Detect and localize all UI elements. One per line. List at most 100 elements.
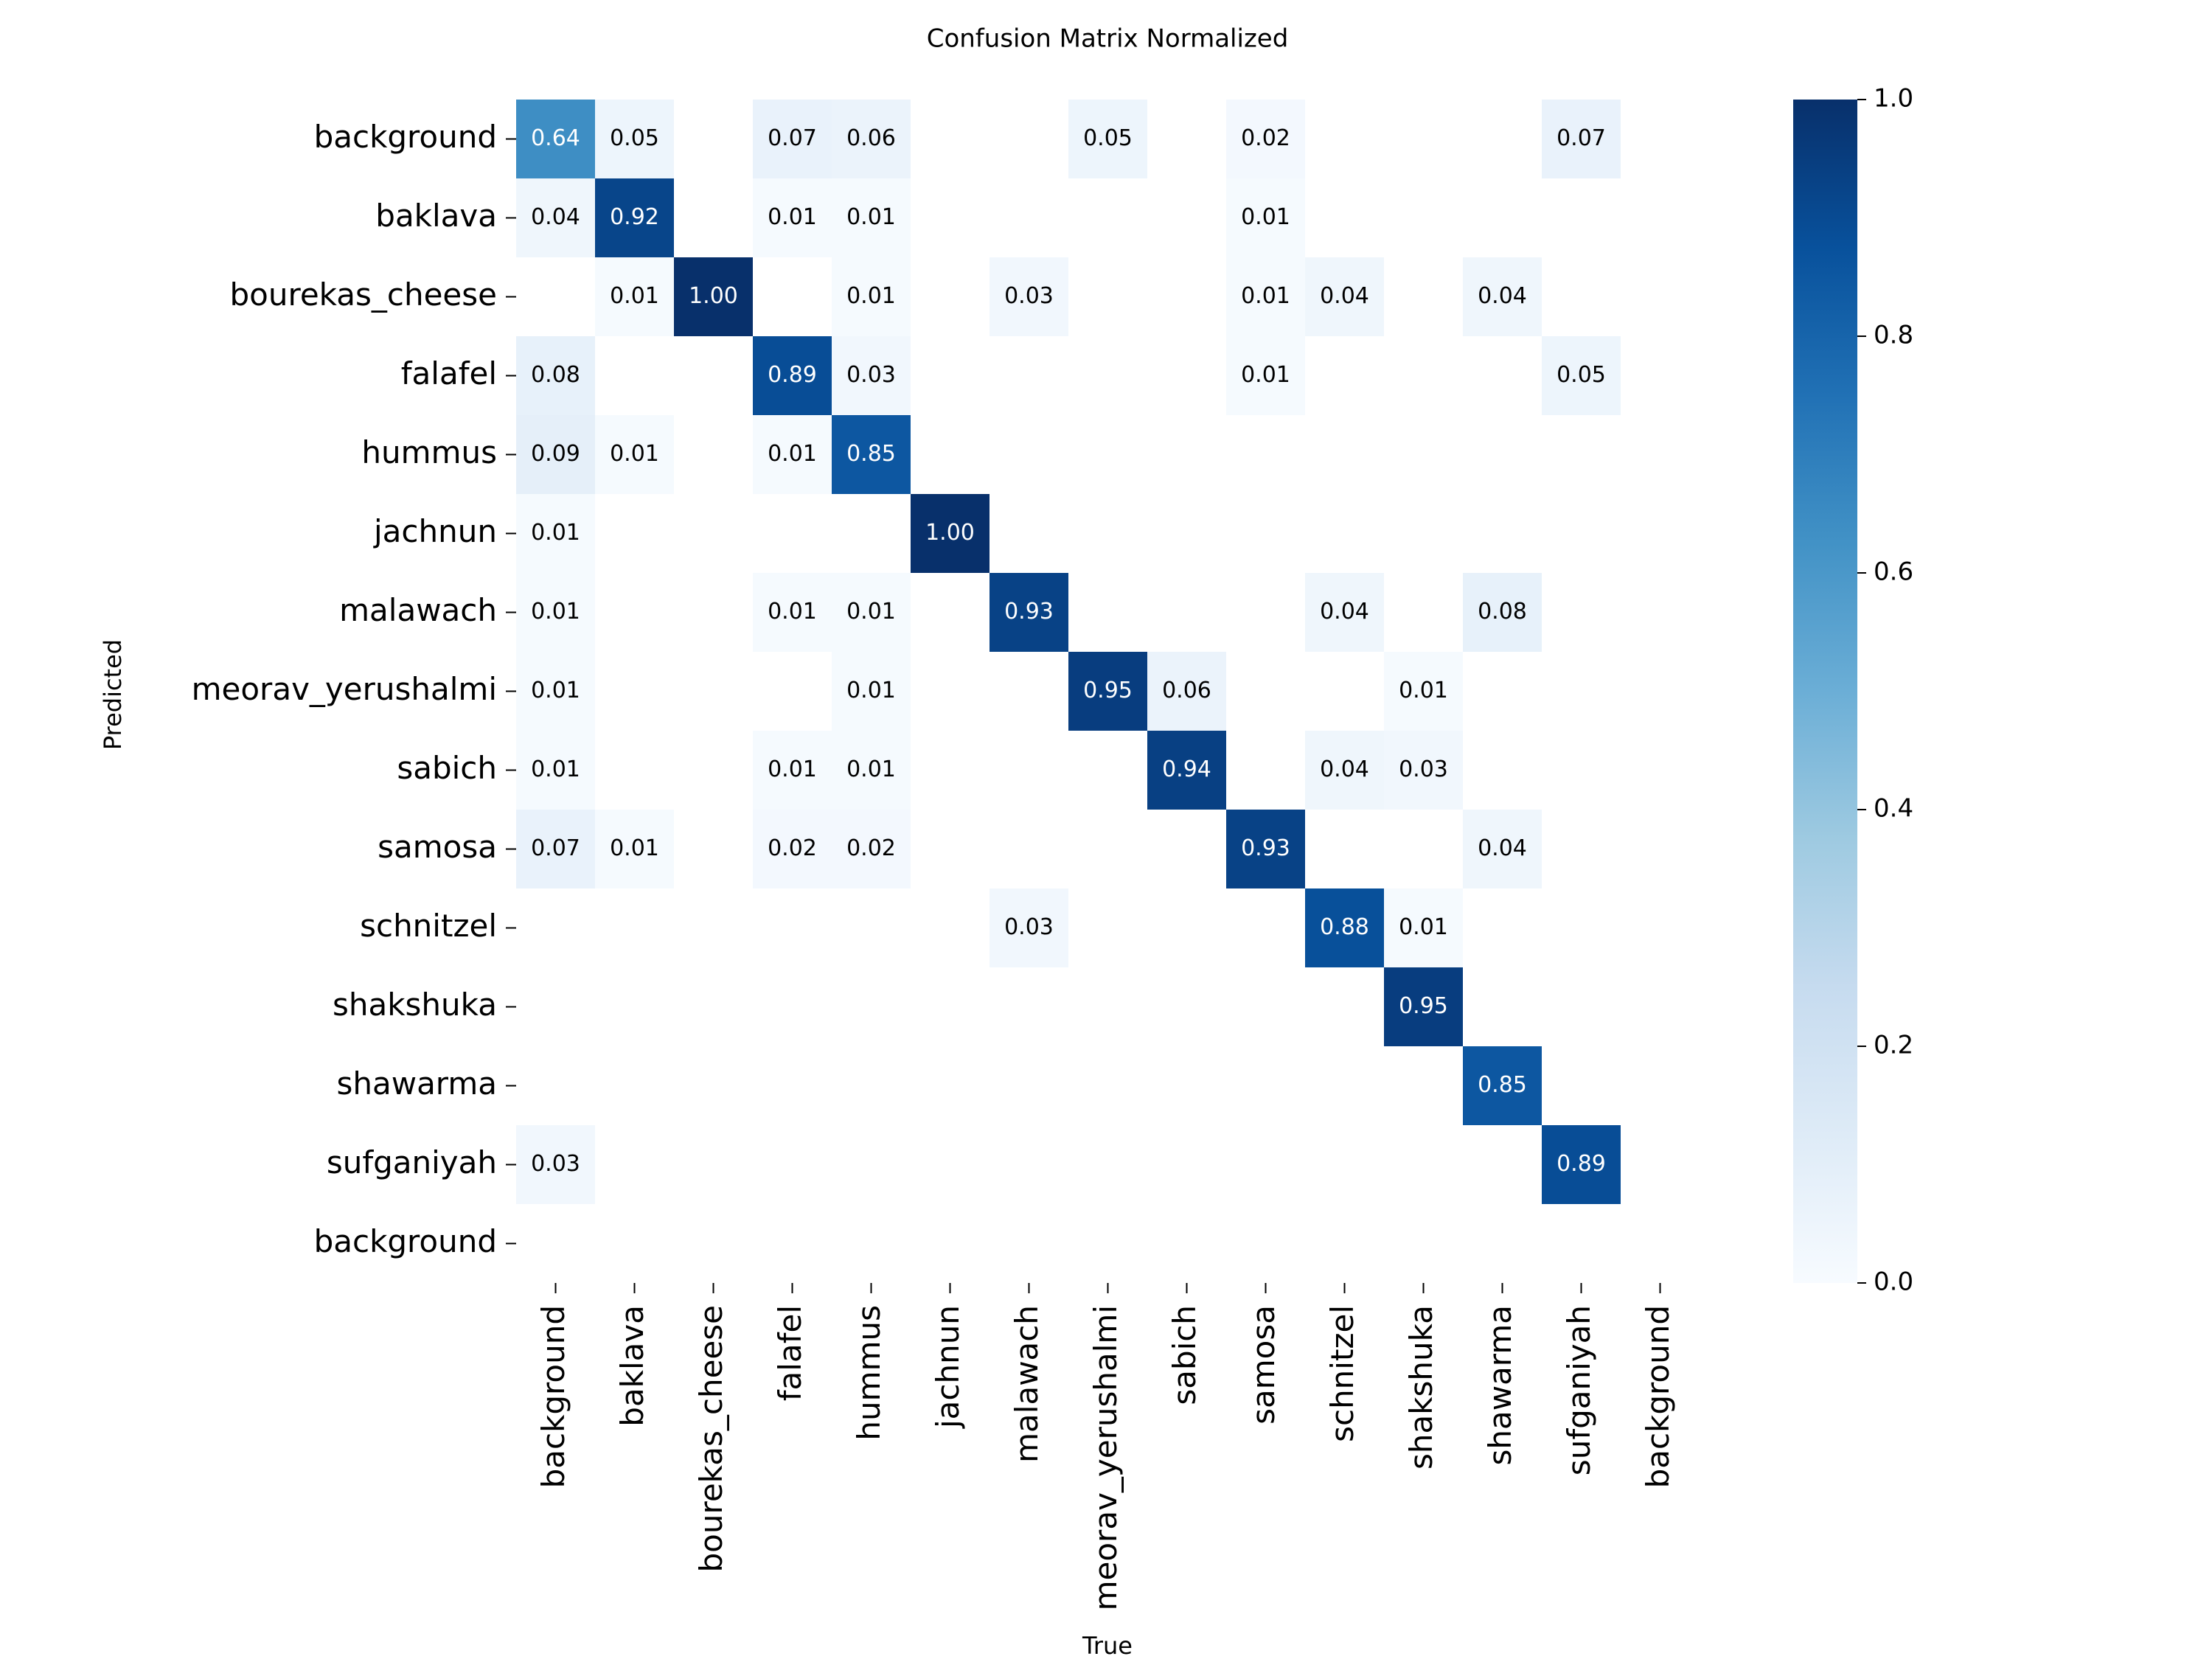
cell-label: 0.01 — [1241, 204, 1290, 230]
cell — [753, 731, 832, 810]
cell — [1226, 100, 1305, 178]
y-tick-label: falafel — [401, 355, 497, 392]
cell-label: 0.06 — [1162, 678, 1211, 703]
cell — [990, 888, 1068, 967]
x-tick-label: jachnun — [930, 1305, 966, 1429]
x-tick-label: background — [535, 1305, 571, 1488]
cell — [1463, 573, 1542, 652]
cell — [516, 494, 595, 573]
y-axis-label: Predicted — [99, 639, 127, 750]
cell — [1147, 652, 1226, 731]
cell-label: 0.01 — [846, 678, 896, 703]
cell-label: 0.06 — [846, 125, 896, 151]
cell-label: 0.89 — [1557, 1151, 1606, 1177]
cell-label: 0.01 — [1399, 678, 1448, 703]
colorbar-tick-label: 0.0 — [1874, 1267, 1913, 1297]
cell — [1463, 810, 1542, 888]
cell-label: 0.93 — [1241, 835, 1290, 861]
x-tick-label: falafel — [772, 1305, 808, 1401]
chart-title: Confusion Matrix Normalized — [927, 24, 1289, 54]
cell — [1226, 257, 1305, 336]
cell — [516, 652, 595, 731]
cell-label: 0.08 — [1478, 599, 1527, 625]
cell — [516, 573, 595, 652]
cell — [595, 810, 674, 888]
cell — [516, 415, 595, 494]
cell — [753, 336, 832, 415]
cell-label: 0.07 — [1557, 125, 1606, 151]
y-tick-label: sufganiyah — [327, 1144, 497, 1180]
cell-label: 0.05 — [610, 125, 659, 151]
cell-label: 0.03 — [1004, 914, 1054, 940]
x-tick-label: schnitzel — [1324, 1305, 1360, 1442]
cell-label: 0.05 — [1557, 362, 1606, 388]
cell — [1226, 336, 1305, 415]
x-tick-label: samosa — [1245, 1305, 1281, 1425]
cell — [832, 573, 911, 652]
cell — [1384, 888, 1463, 967]
cell — [1384, 652, 1463, 731]
cell-label: 0.08 — [531, 362, 580, 388]
cell — [595, 178, 674, 257]
colorbar-tick-label: 0.6 — [1874, 557, 1913, 587]
cell-label: 0.01 — [531, 520, 580, 546]
cell-label: 0.01 — [768, 599, 817, 625]
cell — [1305, 257, 1384, 336]
cell — [753, 100, 832, 178]
cell-label: 0.01 — [768, 204, 817, 230]
y-tick-label: jachnun — [373, 513, 497, 549]
cell — [1463, 1046, 1542, 1125]
colorbar-tick-label: 0.2 — [1874, 1031, 1913, 1060]
y-tick-label: bourekas_cheese — [230, 276, 497, 313]
cell — [832, 100, 911, 178]
x-tick-label: hummus — [851, 1305, 887, 1441]
cell — [1147, 731, 1226, 810]
cell-label: 0.93 — [1004, 599, 1054, 625]
cell-label: 0.01 — [610, 835, 659, 861]
cell-label: 0.03 — [846, 362, 896, 388]
cell — [753, 178, 832, 257]
cell-label: 0.02 — [846, 835, 896, 861]
cell-label: 0.01 — [768, 757, 817, 782]
colorbar — [1793, 100, 1857, 1283]
cell-label: 0.07 — [531, 835, 580, 861]
cell-label: 1.00 — [925, 520, 975, 546]
cell — [1068, 100, 1147, 178]
cell — [595, 257, 674, 336]
colorbar-tick-label: 1.0 — [1874, 84, 1913, 114]
cell — [595, 415, 674, 494]
cell — [832, 810, 911, 888]
cell — [516, 100, 595, 178]
cell — [753, 415, 832, 494]
cell — [832, 731, 911, 810]
y-tick-label: shakshuka — [333, 987, 497, 1023]
cell-label: 0.01 — [1241, 283, 1290, 309]
cell — [832, 178, 911, 257]
colorbar-tick-label: 0.8 — [1874, 321, 1913, 350]
cell-label: 0.01 — [1399, 914, 1448, 940]
y-tick-label: malawach — [339, 592, 497, 628]
cell-label: 0.01 — [1241, 362, 1290, 388]
y-tick-label: meorav_yerushalmi — [192, 671, 497, 707]
cell-label: 0.95 — [1083, 678, 1133, 703]
cell-label: 0.85 — [1478, 1072, 1527, 1098]
cell — [1542, 336, 1621, 415]
cell — [516, 336, 595, 415]
cell-label: 0.95 — [1399, 993, 1448, 1019]
cell-label: 0.04 — [1320, 599, 1369, 625]
cell-label: 0.92 — [610, 204, 659, 230]
cell — [911, 494, 990, 573]
cell-label: 0.01 — [846, 204, 896, 230]
cell — [1463, 257, 1542, 336]
cell — [832, 257, 911, 336]
cell-label: 0.01 — [846, 599, 896, 625]
cell — [753, 573, 832, 652]
cell-label: 0.03 — [531, 1151, 580, 1177]
y-tick-label: samosa — [378, 829, 497, 865]
x-tick-label: bourekas_cheese — [693, 1305, 729, 1572]
cell — [1384, 731, 1463, 810]
cell — [1305, 573, 1384, 652]
cell — [516, 1125, 595, 1204]
x-tick-label: baklava — [614, 1305, 650, 1427]
cell — [1305, 731, 1384, 810]
